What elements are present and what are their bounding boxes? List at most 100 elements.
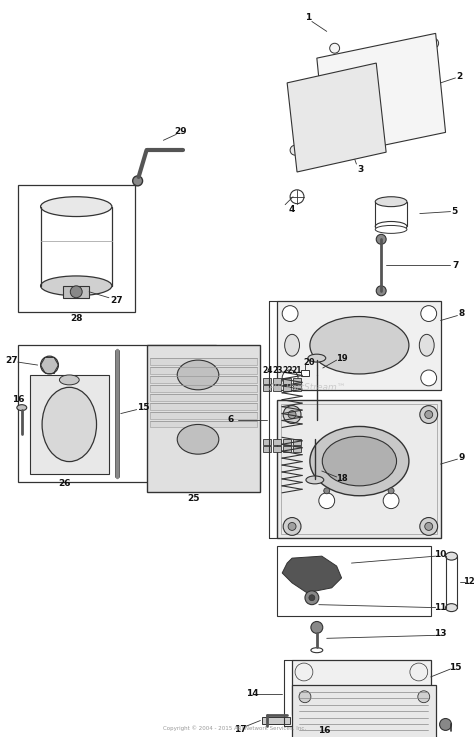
Bar <box>151 402 257 410</box>
Circle shape <box>428 39 438 48</box>
Text: Copyright © 2004 - 2015 ARI Network Services, Inc.: Copyright © 2004 - 2015 ARI Network Serv… <box>163 725 306 731</box>
Circle shape <box>365 136 374 145</box>
Bar <box>64 286 89 298</box>
Text: 17: 17 <box>234 725 247 734</box>
Bar <box>30 375 109 474</box>
Text: 16: 16 <box>11 395 24 404</box>
Ellipse shape <box>17 405 27 411</box>
Bar <box>283 446 291 452</box>
Circle shape <box>420 517 438 535</box>
Circle shape <box>295 694 313 711</box>
Text: 8: 8 <box>458 309 465 318</box>
Text: 6: 6 <box>228 415 234 424</box>
Ellipse shape <box>177 425 219 454</box>
Text: 20: 20 <box>303 358 315 367</box>
Circle shape <box>330 43 339 53</box>
Ellipse shape <box>311 648 323 653</box>
Text: 15: 15 <box>449 662 462 671</box>
Text: 23: 23 <box>272 365 283 374</box>
Circle shape <box>319 493 335 508</box>
Bar <box>273 385 281 391</box>
Polygon shape <box>317 33 446 157</box>
Circle shape <box>288 522 296 531</box>
Bar <box>277 301 441 390</box>
Polygon shape <box>282 556 342 593</box>
Circle shape <box>283 405 301 423</box>
Circle shape <box>299 738 311 741</box>
Circle shape <box>288 411 296 419</box>
Ellipse shape <box>59 375 79 385</box>
Text: 25: 25 <box>187 494 200 503</box>
Circle shape <box>410 694 428 711</box>
Text: 10: 10 <box>434 550 447 559</box>
Bar <box>277 546 431 616</box>
Bar <box>364 71 391 99</box>
Bar <box>151 411 257 419</box>
Text: 2: 2 <box>456 73 463 82</box>
Circle shape <box>376 286 386 296</box>
Text: 27: 27 <box>6 356 18 365</box>
Circle shape <box>311 622 323 634</box>
Ellipse shape <box>375 222 407 231</box>
Bar <box>292 685 436 741</box>
Bar <box>283 385 291 391</box>
Bar <box>151 420 257 428</box>
Bar <box>273 378 281 384</box>
Circle shape <box>290 86 300 96</box>
Circle shape <box>439 719 452 731</box>
Text: 15: 15 <box>137 403 150 412</box>
Text: 19: 19 <box>336 353 347 362</box>
Bar <box>264 385 271 391</box>
Circle shape <box>428 122 438 133</box>
Text: 26: 26 <box>58 479 71 488</box>
Text: 4: 4 <box>289 205 295 214</box>
Circle shape <box>133 176 143 186</box>
Text: 14: 14 <box>246 689 259 698</box>
Bar <box>18 185 135 311</box>
Bar <box>283 439 291 445</box>
Bar <box>151 367 257 374</box>
Bar <box>293 439 301 445</box>
Text: 1: 1 <box>305 13 311 22</box>
Bar <box>283 378 291 384</box>
Ellipse shape <box>42 388 97 462</box>
Text: 9: 9 <box>458 453 465 462</box>
Circle shape <box>425 522 433 531</box>
Text: 18: 18 <box>336 474 347 483</box>
Circle shape <box>309 595 315 601</box>
Text: ARI PartStream™: ARI PartStream™ <box>268 383 346 392</box>
Text: 24: 24 <box>262 365 273 374</box>
Ellipse shape <box>446 604 457 611</box>
Bar <box>151 385 257 392</box>
Bar <box>264 378 271 384</box>
Bar <box>146 345 260 492</box>
Bar <box>151 358 257 365</box>
Bar <box>151 376 257 383</box>
Text: 13: 13 <box>434 629 447 638</box>
Bar <box>264 446 271 452</box>
Circle shape <box>388 488 394 494</box>
Circle shape <box>376 234 386 245</box>
Text: 29: 29 <box>174 127 186 136</box>
Bar <box>273 446 281 452</box>
Circle shape <box>383 493 399 508</box>
Bar <box>292 660 431 714</box>
Ellipse shape <box>306 476 324 484</box>
Bar <box>293 446 301 452</box>
Ellipse shape <box>322 436 397 486</box>
Bar <box>264 439 271 445</box>
Bar <box>301 370 309 376</box>
Circle shape <box>282 305 298 322</box>
Circle shape <box>290 145 300 155</box>
Text: 12: 12 <box>464 577 474 586</box>
Text: 21: 21 <box>292 365 302 374</box>
Ellipse shape <box>308 354 326 362</box>
Circle shape <box>70 286 82 298</box>
Circle shape <box>330 136 339 145</box>
Circle shape <box>299 691 311 702</box>
Text: 27: 27 <box>110 296 123 305</box>
Ellipse shape <box>375 225 407 233</box>
Text: 28: 28 <box>70 314 82 323</box>
Circle shape <box>324 488 330 494</box>
Text: 11: 11 <box>434 603 447 612</box>
